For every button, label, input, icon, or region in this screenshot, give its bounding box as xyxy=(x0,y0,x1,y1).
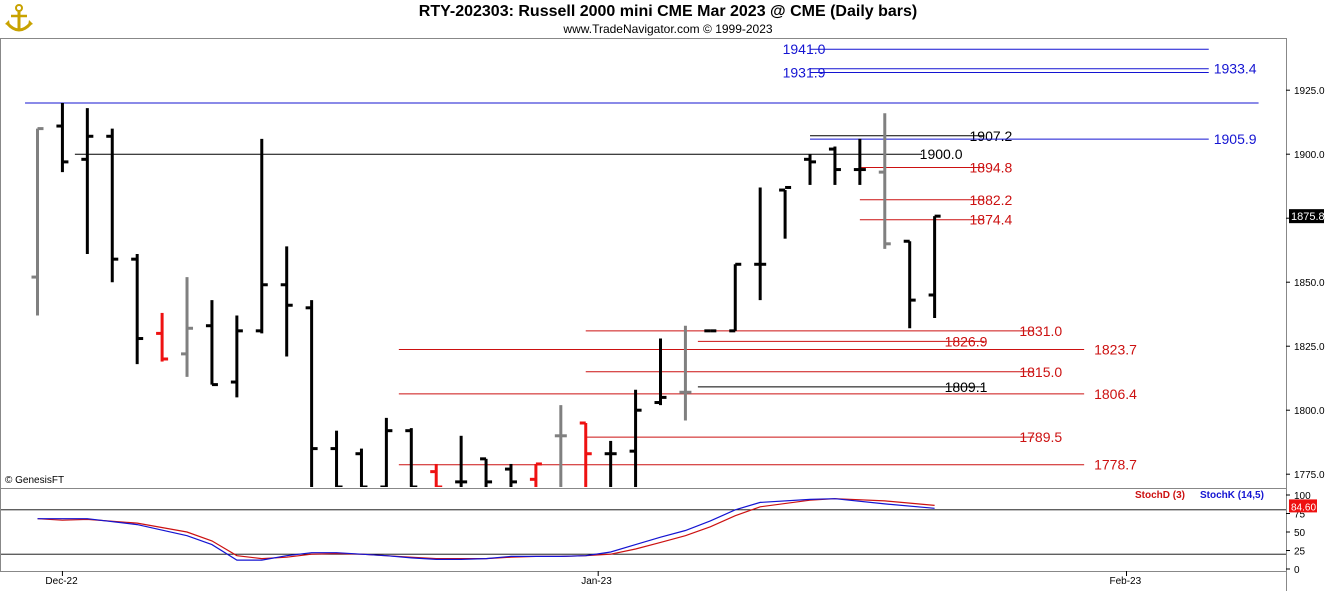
price-tick-label: 1800.0 xyxy=(1294,406,1325,417)
price-tick-label: 1900.0 xyxy=(1294,150,1325,161)
ohlc-bar xyxy=(504,463,517,487)
price-tick-label: 1850.0 xyxy=(1294,278,1325,289)
indicator-tick-label: 50 xyxy=(1294,528,1306,539)
ohlc-bar xyxy=(181,277,194,377)
indicator-lines xyxy=(37,498,935,561)
ohlc-bars xyxy=(31,103,941,487)
anchor-logo-icon xyxy=(4,3,34,35)
ohlc-bar xyxy=(529,462,542,487)
ohlc-bar xyxy=(280,246,293,357)
indicator-tick-label: 100 xyxy=(1294,491,1311,502)
level-label: 1941.0 xyxy=(783,41,826,57)
price-tick-label: 1775.0 xyxy=(1294,470,1325,481)
ohlc-bar xyxy=(106,128,119,283)
ohlc-bar xyxy=(729,262,742,333)
ohlc-bar xyxy=(255,138,268,334)
price-axis: 1925.01900.01875.01850.01825.01800.01775… xyxy=(1286,86,1325,481)
ohlc-bar xyxy=(804,154,817,185)
level-label: 1823.7 xyxy=(1094,342,1137,358)
ohlc-bar xyxy=(230,315,243,398)
level-label: 1778.7 xyxy=(1094,457,1137,473)
ohlc-bar xyxy=(455,435,468,487)
ohlc-bar xyxy=(405,428,418,487)
price-pane-frame xyxy=(0,38,1287,489)
ohlc-bar xyxy=(56,103,69,173)
ohlc-bar xyxy=(928,214,941,319)
time-tick-label: Jan-23 xyxy=(581,576,612,587)
level-label: 1789.5 xyxy=(1019,429,1062,445)
support-resistance-levels: 1941.0 1933.4 1931.9 1907.2 1905.9 1900.0 1894… xyxy=(25,41,1259,473)
ohlc-bar xyxy=(205,300,218,387)
time-tick-label: Feb-23 xyxy=(1110,576,1142,587)
ohlc-bar xyxy=(903,239,916,329)
stochastic-indicator: 100 75 50 25 0 84.60 StochD (3) StochK (14,5) xyxy=(1,490,1317,576)
ohlc-bar xyxy=(355,448,368,487)
ohlc-bar xyxy=(480,457,493,487)
ohlc-bar xyxy=(629,389,642,487)
stochd-line xyxy=(37,498,935,560)
ohlc-bar xyxy=(305,300,318,487)
ohlc-bar xyxy=(604,440,617,487)
ohlc-bar xyxy=(156,312,169,362)
ohlc-bar xyxy=(754,187,767,301)
time-axis: Dec-22 Jan-23 Feb-23 xyxy=(45,571,1142,587)
last-price-box xyxy=(1289,209,1324,224)
watermark: © GenesisFT xyxy=(5,475,64,486)
ohlc-bar xyxy=(31,127,44,316)
ohlc-bar xyxy=(330,430,343,487)
level-label: 1815.0 xyxy=(1019,364,1062,380)
level-label: 1905.9 xyxy=(1214,131,1257,147)
price-tick-label: 1825.0 xyxy=(1294,342,1325,353)
level-label: 1907.2 xyxy=(970,128,1013,144)
level-label: 1894.8 xyxy=(970,160,1013,176)
level-label: 1809.1 xyxy=(945,379,988,395)
ohlc-bar xyxy=(853,138,866,185)
level-label: 1831.0 xyxy=(1019,323,1062,339)
chart-subtitle: www.TradeNavigator.com © 1999-2023 xyxy=(563,22,773,36)
level-label: 1806.4 xyxy=(1094,386,1137,402)
ohlc-bar xyxy=(878,113,891,249)
ohlc-bar xyxy=(380,417,393,487)
ohlc-bar xyxy=(828,146,841,185)
ohlc-bar xyxy=(554,405,567,487)
ohlc-bar xyxy=(131,254,144,365)
time-tick-label: Dec-22 xyxy=(45,576,78,587)
indicator-tick-label: 0 xyxy=(1294,565,1300,576)
legend-stochk: StochK (14,5) xyxy=(1200,490,1264,501)
ohlc-bar xyxy=(579,421,592,487)
legend-stochd: StochD (3) xyxy=(1135,490,1185,501)
last-price-marker: 1875.8 xyxy=(1289,209,1325,224)
level-label: 1882.2 xyxy=(970,192,1013,208)
indicator-pane-frame xyxy=(0,488,1287,572)
indicator-tick-label: 75 xyxy=(1294,510,1306,521)
indicator-value-box xyxy=(1289,499,1317,513)
level-label: 1933.4 xyxy=(1214,61,1257,77)
level-label: 1874.4 xyxy=(970,212,1013,228)
ohlc-bar xyxy=(654,338,667,406)
ohlc-bar xyxy=(679,325,692,421)
last-price-label: 1875.8 xyxy=(1291,211,1325,223)
indicator-value-label: 84.60 xyxy=(1291,502,1316,513)
level-label: 1931.9 xyxy=(783,65,826,81)
chart-title: RTY-202303: Russell 2000 mini CME Mar 20… xyxy=(418,3,918,20)
ohlc-bar xyxy=(779,185,792,239)
indicator-tick-label: 25 xyxy=(1294,547,1306,558)
price-tick-label: 1925.0 xyxy=(1294,86,1325,97)
ohlc-bar xyxy=(81,108,94,255)
level-label: 1900.0 xyxy=(920,146,963,162)
stochk-line xyxy=(37,498,935,561)
ohlc-bar xyxy=(430,463,443,487)
level-label: 1826.9 xyxy=(945,333,988,349)
